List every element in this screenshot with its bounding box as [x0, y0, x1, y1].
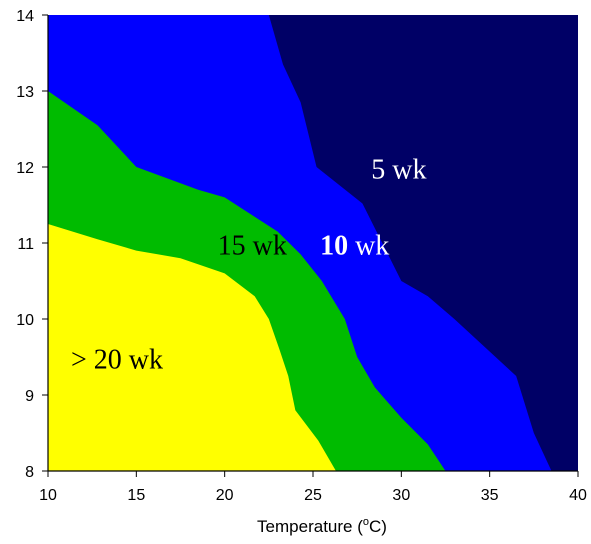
x-tick-label-10: 10 [39, 487, 57, 504]
x-tick-label-40: 40 [569, 487, 587, 504]
y-tick-label-8: 8 [25, 464, 34, 481]
plot-area [48, 15, 578, 471]
x-tick-label-30: 30 [392, 487, 410, 504]
region-label-15-wk: 15 wk [218, 230, 287, 261]
y-tick-label-12: 12 [16, 160, 34, 177]
region-labels: > 20 wk 15 wk 10 wk 5 wk [71, 154, 427, 375]
x-tick-label-25: 25 [304, 487, 322, 504]
y-tick-label-13: 13 [16, 84, 34, 101]
axes: 10 15 20 25 30 35 40 8 9 10 11 12 13 14 [16, 8, 587, 504]
x-axis-title: Temperature (oC) [257, 516, 387, 536]
x-tick-label-35: 35 [481, 487, 499, 504]
y-tick-label-14: 14 [16, 8, 34, 25]
region-label-20-wk: > 20 wk [71, 344, 163, 375]
y-tick-label-9: 9 [25, 388, 34, 405]
region-20-wk [48, 224, 336, 471]
y-tick-label-10: 10 [16, 312, 34, 329]
x-tick-label-20: 20 [216, 487, 234, 504]
region-label-10-wk: 10 wk [320, 230, 389, 261]
y-tick-label-11: 11 [17, 236, 34, 253]
region-label-5-wk: 5 wk [371, 154, 426, 185]
x-tick-label-15: 15 [127, 487, 145, 504]
